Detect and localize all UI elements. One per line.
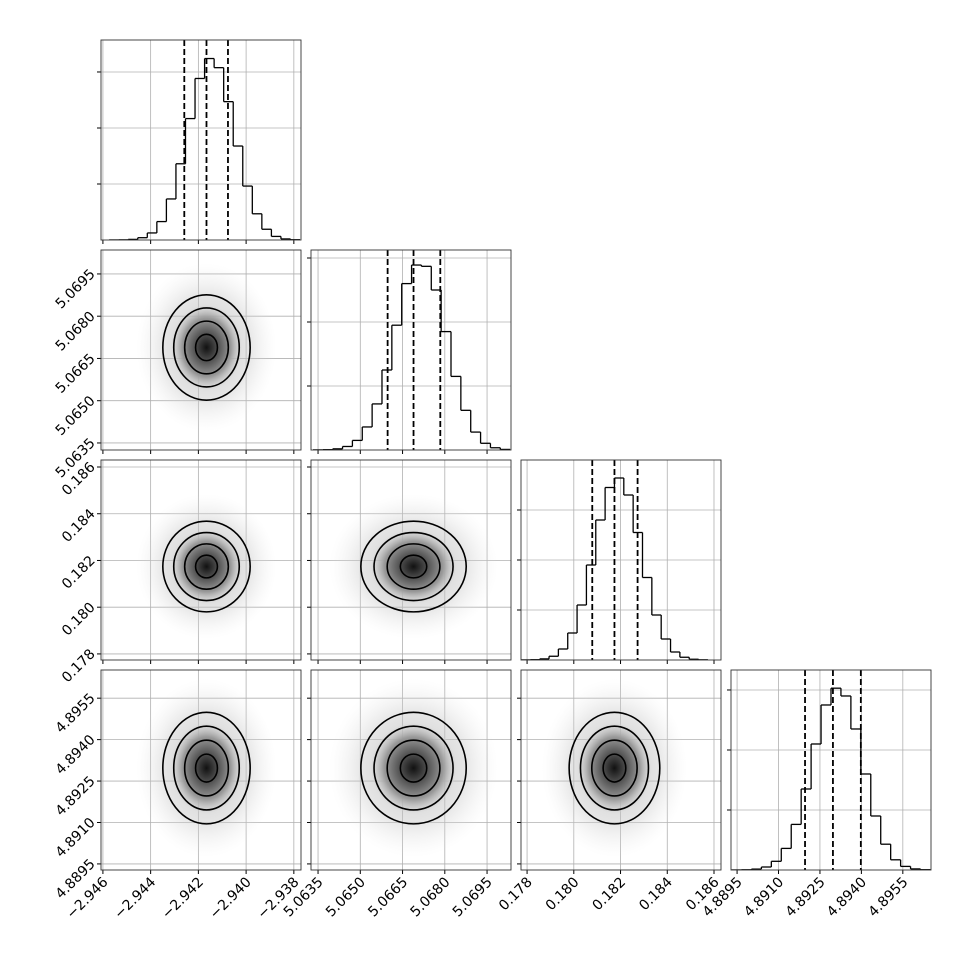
- contour: [183, 320, 230, 375]
- contour: [373, 725, 454, 811]
- contour: [183, 543, 230, 591]
- y-tick-label: 4.8940: [53, 732, 99, 778]
- panel: [311, 250, 511, 450]
- x-tick-label: 4.8925: [783, 874, 829, 920]
- contour: [162, 293, 251, 401]
- y-tick-label: 0.180: [59, 600, 99, 640]
- y-tick-label: 5.0665: [53, 351, 99, 397]
- contour: [194, 554, 219, 579]
- density: [371, 723, 456, 813]
- y-tick-label: 4.8910: [53, 815, 99, 861]
- y-tick-label: 5.0680: [53, 309, 99, 355]
- density: [171, 305, 242, 390]
- panel-frame: [310, 459, 512, 661]
- contour: [194, 753, 219, 783]
- x-tick-label: 5.0680: [407, 874, 453, 920]
- panel-frame: [310, 669, 512, 871]
- x-tick-label: 5.0665: [365, 874, 411, 920]
- x-tick-label: 0.184: [636, 874, 676, 914]
- y-tick-label: 4.8925: [53, 773, 99, 819]
- y-tick-label: 0.182: [59, 553, 99, 593]
- contour: [399, 753, 428, 783]
- contour: [373, 531, 454, 602]
- panel-frame: [520, 669, 722, 871]
- panel: [101, 250, 301, 450]
- panel: [101, 460, 301, 660]
- x-tick-label: −2.942: [159, 874, 207, 922]
- contour: [172, 531, 241, 602]
- x-tick-label: 4.8910: [741, 874, 787, 920]
- panel-frame: [100, 459, 302, 661]
- panel-frame: [310, 249, 512, 451]
- x-tick-label: 4.8955: [866, 874, 912, 920]
- density: [171, 723, 242, 813]
- panel-frame: [100, 249, 302, 451]
- contour: [183, 739, 230, 797]
- contour: [172, 725, 241, 811]
- y-tick-label: 0.184: [59, 506, 99, 546]
- x-tick-label: 0.180: [543, 874, 583, 914]
- contour: [579, 725, 650, 811]
- x-tick-label: 0.182: [590, 874, 630, 914]
- panel: [521, 670, 721, 870]
- panel: [521, 460, 721, 660]
- panel-frame: [100, 39, 302, 241]
- panel: [311, 670, 511, 870]
- x-tick-label: 5.0650: [323, 874, 369, 920]
- contour: [386, 739, 441, 797]
- y-tick-label: 4.8955: [53, 691, 99, 737]
- density: [371, 530, 456, 603]
- panel: [731, 670, 931, 870]
- contour: [590, 739, 638, 797]
- contour: [602, 753, 627, 783]
- x-tick-label: 0.178: [496, 874, 536, 914]
- panel-frame: [730, 669, 932, 871]
- contour: [172, 307, 241, 388]
- contour: [194, 333, 219, 362]
- contour: [399, 554, 428, 579]
- contour: [568, 711, 661, 825]
- x-tick-label: −2.944: [111, 874, 159, 922]
- contour: [162, 520, 251, 613]
- panel: [101, 40, 301, 240]
- panel-frame: [520, 459, 722, 661]
- panel-frame: [100, 669, 302, 871]
- contour: [386, 543, 441, 591]
- density: [578, 723, 651, 813]
- panel: [311, 460, 511, 660]
- x-tick-label: 5.0695: [450, 874, 496, 920]
- y-tick-label: 0.178: [59, 646, 99, 686]
- y-tick-label: 5.0695: [53, 266, 99, 312]
- x-tick-label: −2.940: [207, 874, 255, 922]
- contour: [162, 711, 251, 825]
- contour: [360, 520, 468, 613]
- x-tick-label: 4.8940: [824, 874, 870, 920]
- y-tick-label: 5.0650: [53, 393, 99, 439]
- contour: [360, 711, 468, 825]
- panel: [101, 670, 301, 870]
- density: [171, 530, 242, 603]
